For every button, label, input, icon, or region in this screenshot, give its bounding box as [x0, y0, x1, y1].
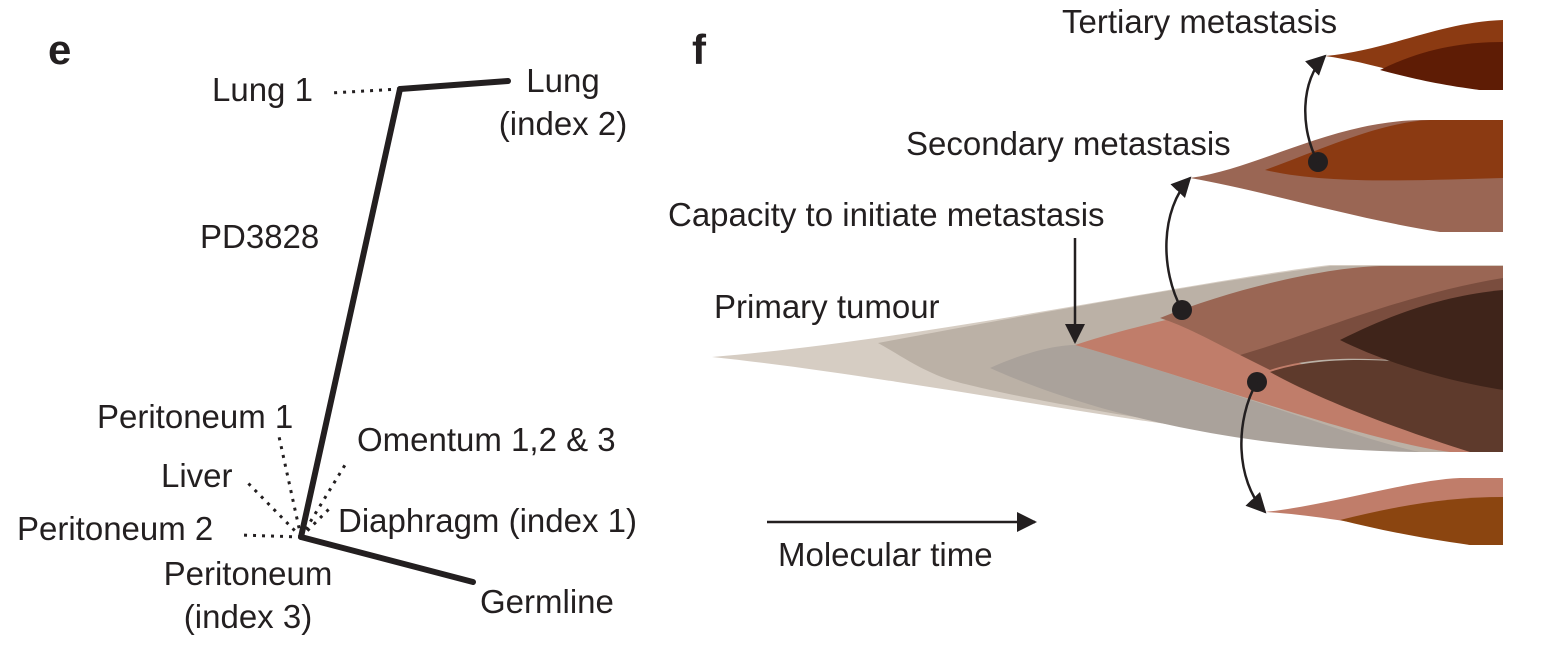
- branch-liver: [243, 478, 303, 539]
- panel-letter-e: e: [48, 26, 71, 73]
- clone-brown: [1160, 266, 1503, 355]
- label-peritoneum-line2: (index 3): [184, 598, 312, 635]
- clone-darkest: [1340, 290, 1503, 390]
- lower-orange: [1340, 497, 1503, 545]
- lower-metastasis-shape: [1265, 478, 1503, 545]
- label-liver: Liver: [161, 457, 233, 494]
- branch-diaphragm: [299, 506, 332, 539]
- label-omentum: Omentum 1,2 & 3: [357, 421, 616, 458]
- label-lung1: Lung 1: [212, 71, 313, 108]
- label-primary-tumour: Primary tumour: [714, 288, 940, 325]
- label-lung-line1: Lung: [526, 62, 599, 99]
- arrow-to-lower: [1240, 381, 1267, 514]
- label-capacity: Capacity to initiate metastasis: [668, 196, 1105, 233]
- branch-peritoneum1: [276, 431, 303, 538]
- label-secondary-metastasis: Secondary metastasis: [906, 125, 1231, 162]
- panel-letter-f: f: [692, 26, 707, 73]
- label-molecular-time: Molecular time: [778, 536, 993, 573]
- label-peritoneum-line1: Peritoneum: [164, 555, 333, 592]
- arrow-to-tertiary: [1304, 54, 1327, 163]
- label-lung-line2: (index 2): [499, 105, 627, 142]
- secondary-metastasis-shape: [1190, 120, 1503, 232]
- arrow-to-secondary: [1165, 176, 1192, 311]
- label-tertiary-metastasis: Tertiary metastasis: [1062, 3, 1337, 40]
- label-diaphragm: Diaphragm (index 1): [338, 502, 637, 539]
- tertiary-metastasis-shape: [1325, 20, 1503, 90]
- panel-e: e Lung 1 Lung (index 2) PD3828 Peritoneu…: [17, 26, 637, 635]
- branch-peritoneum2: [239, 533, 302, 539]
- clone-dark: [1270, 360, 1503, 452]
- label-germline: Germline: [480, 583, 614, 620]
- primary-grey-layer: [990, 345, 1420, 452]
- label-peritoneum2: Peritoneum 2: [17, 510, 213, 547]
- branch-germline: [298, 534, 476, 585]
- primary-tumour-shape: [712, 265, 1503, 452]
- tertiary-dark: [1380, 42, 1503, 90]
- branch-lung1: [329, 87, 401, 95]
- label-peritoneum1: Peritoneum 1: [97, 398, 293, 435]
- label-patient-id: PD3828: [200, 218, 319, 255]
- branch-lung-index2: [397, 78, 511, 92]
- branch-trunk: [298, 86, 403, 540]
- panel-f: f: [668, 3, 1503, 573]
